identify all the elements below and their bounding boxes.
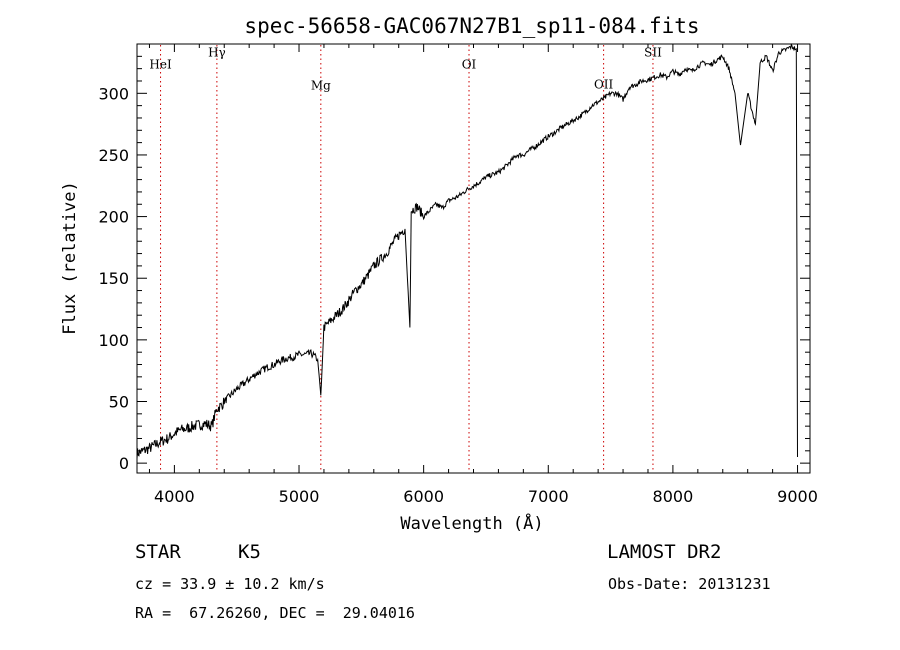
x-tick-label: 7000 bbox=[528, 487, 569, 506]
coordinates: RA = 67.26260, DEC = 29.04016 bbox=[135, 604, 415, 622]
chart-title: spec-56658-GAC067N27B1_sp11-084.fits bbox=[244, 14, 699, 38]
spectral-line-label: Hγ bbox=[208, 45, 226, 59]
spectral-line-label: OII bbox=[594, 77, 614, 91]
survey-name: LAMOST DR2 bbox=[607, 541, 722, 563]
spectral-line-label: HeI bbox=[149, 58, 172, 72]
spectrum-line bbox=[136, 43, 798, 459]
spectral-line-label: SII bbox=[644, 45, 662, 59]
x-tick-label: 6000 bbox=[403, 487, 444, 506]
x-axis: 4000 5000 6000 7000 8000 9000 bbox=[148, 44, 818, 506]
y-tick-label: 0 bbox=[119, 454, 129, 473]
spectral-line-markers: HeI Hγ Mg OI OII SII bbox=[149, 45, 662, 472]
y-axis: 0 50 100 150 200 250 300 bbox=[98, 55, 810, 473]
x-tick-label: 4000 bbox=[154, 487, 195, 506]
x-tick-label: 5000 bbox=[279, 487, 320, 506]
y-axis-label: Flux (relative) bbox=[60, 181, 80, 335]
x-axis-label: Wavelength (Å) bbox=[400, 512, 543, 534]
observation-date: Obs-Date: 20131231 bbox=[608, 575, 771, 593]
x-tick-label: 9000 bbox=[777, 487, 818, 506]
spectral-line-label: Mg bbox=[311, 79, 331, 93]
object-class: STAR bbox=[135, 541, 181, 563]
y-tick-label: 250 bbox=[98, 146, 129, 165]
y-tick-label: 150 bbox=[98, 269, 129, 288]
y-tick-label: 50 bbox=[109, 393, 129, 412]
redshift-cz: cz = 33.9 ± 10.2 km/s bbox=[135, 575, 325, 593]
y-tick-label: 100 bbox=[98, 331, 129, 350]
spectral-line-label: OI bbox=[462, 58, 477, 72]
y-tick-label: 200 bbox=[98, 208, 129, 227]
plot-frame bbox=[136, 43, 811, 474]
spectral-subclass: K5 bbox=[238, 541, 261, 563]
y-tick-label: 300 bbox=[98, 84, 129, 103]
x-tick-label: 8000 bbox=[653, 487, 694, 506]
